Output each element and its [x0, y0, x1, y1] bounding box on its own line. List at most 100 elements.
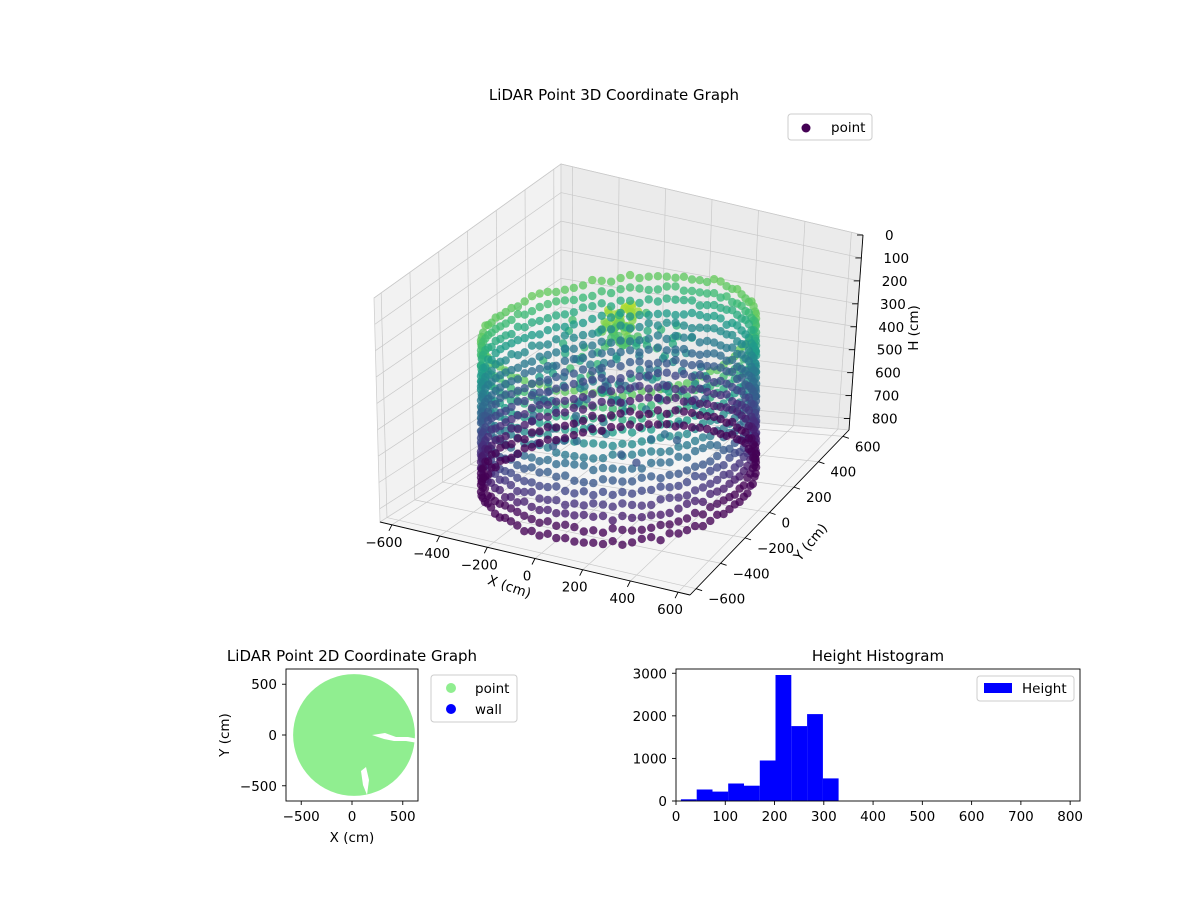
plot3d-x-tick-label: −200	[461, 557, 498, 573]
plot3d-point	[527, 307, 537, 316]
plot3d-point	[490, 509, 500, 518]
plot3d-point	[569, 295, 578, 305]
plot3d-point	[706, 489, 715, 499]
plot3d-point	[627, 513, 637, 523]
plot3d-point	[527, 526, 536, 536]
plot3d-point	[709, 324, 719, 333]
plot3d-point	[656, 536, 665, 545]
plot3d-point	[560, 408, 570, 417]
plot3d-point	[616, 321, 625, 330]
plot3d-point	[535, 400, 544, 410]
plot3d-point	[671, 355, 680, 365]
plot3d-point	[653, 383, 663, 392]
plot3d-point	[690, 486, 700, 495]
plot3d-point	[520, 487, 529, 497]
plot3d-point	[671, 310, 680, 320]
plot3d-point	[606, 325, 616, 334]
plot3d-point	[722, 320, 731, 329]
plot3d-point	[520, 444, 529, 453]
plot3d-point	[695, 384, 704, 393]
plot3d-point	[702, 387, 712, 397]
plot3d-point	[671, 273, 680, 282]
plot3d-y-tick-mark	[818, 461, 825, 465]
plot3d-point	[662, 272, 671, 281]
plot3d-point	[589, 454, 598, 463]
plot3d-point	[561, 534, 570, 543]
plot3d-point	[588, 367, 597, 376]
plot3d-point	[552, 496, 561, 505]
plot3d-point	[589, 490, 598, 500]
plot3d-point	[698, 433, 708, 442]
plot3d-point	[719, 509, 728, 519]
plot3d-point	[698, 497, 708, 507]
plot3d-point	[597, 349, 606, 358]
plot3d-point	[578, 353, 588, 363]
plot3d-point	[527, 379, 537, 388]
plot3d-point	[644, 359, 653, 369]
plot3d-point	[535, 438, 544, 448]
plot3d-point	[690, 471, 700, 481]
histogram-bar	[744, 785, 760, 801]
plot3d-point	[560, 368, 570, 377]
plot3d-point	[616, 336, 625, 345]
plot3d-x-tick-mark	[626, 580, 631, 588]
plot3d-point	[644, 420, 653, 429]
plot3d-point	[674, 504, 683, 513]
plot3d-ticks: −600 −400 −200 0 200 400 600 −600 −400 −200 0 200 40…	[365, 228, 909, 618]
plot3d-point	[665, 447, 674, 456]
histogram-x-tick-label: 800	[1057, 809, 1083, 825]
plot3d-point	[597, 397, 606, 407]
plot3d-point	[507, 365, 516, 375]
plot3d-point	[543, 387, 552, 397]
plot2d-y-tick-label: 0	[268, 728, 277, 744]
plot3d-point	[747, 399, 756, 408]
plot3d-point	[535, 481, 544, 491]
plot2d-x-axis-label: X (cm)	[330, 830, 375, 846]
plot3d-point	[578, 281, 588, 290]
plot3d-point	[679, 333, 689, 342]
plot2d-gap-upper	[372, 733, 418, 743]
plot3d-point	[671, 331, 680, 341]
plot3d-point	[656, 510, 665, 519]
plot3d-point	[501, 356, 510, 365]
plot3d-point	[690, 447, 700, 456]
plot3d-point	[741, 393, 750, 402]
plot3d-point	[625, 369, 635, 378]
plot3d-point	[578, 405, 588, 414]
plot3d-point	[520, 310, 529, 319]
plot3d-point	[597, 414, 606, 423]
histogram-bar	[807, 714, 823, 801]
histogram-x-tick-label: 300	[811, 809, 837, 825]
plot3d-point	[552, 521, 561, 530]
plot3d-point	[513, 397, 523, 406]
plot3d-point	[571, 411, 581, 421]
plot3d-point	[520, 477, 529, 486]
histogram-bar	[712, 791, 729, 801]
plot3d-point	[706, 466, 715, 476]
plot3d-point	[535, 518, 544, 527]
plot3d-x-tick-mark	[483, 547, 488, 554]
plot3d-point	[484, 432, 493, 442]
plot3d-point	[682, 379, 692, 388]
plot3d-point	[637, 437, 646, 446]
plot2d-point-disk	[293, 674, 415, 796]
plot3d-point	[653, 406, 663, 415]
plot3d-point	[618, 499, 627, 508]
plot3d-point	[662, 368, 671, 377]
plot3d-point	[671, 318, 680, 328]
plot3d-point	[535, 468, 544, 477]
plot3d-gridline-y-wall	[409, 272, 416, 500]
plot3d-point	[716, 390, 725, 400]
plot2d-gap-lower	[361, 767, 369, 795]
plot3d-point	[627, 538, 637, 547]
plot3d-point	[535, 418, 544, 428]
plot3d-point	[635, 422, 644, 432]
plot3d-point	[588, 291, 597, 301]
plot2d-legend-marker-wall	[446, 704, 456, 714]
plot3d-point	[682, 514, 692, 523]
histogram: Height Histogram 0 100 200 300 400 500 600 700 8…	[633, 647, 1083, 825]
plot3d-point	[507, 415, 516, 424]
plot3d-point	[570, 537, 579, 546]
plot3d-point	[662, 309, 671, 318]
